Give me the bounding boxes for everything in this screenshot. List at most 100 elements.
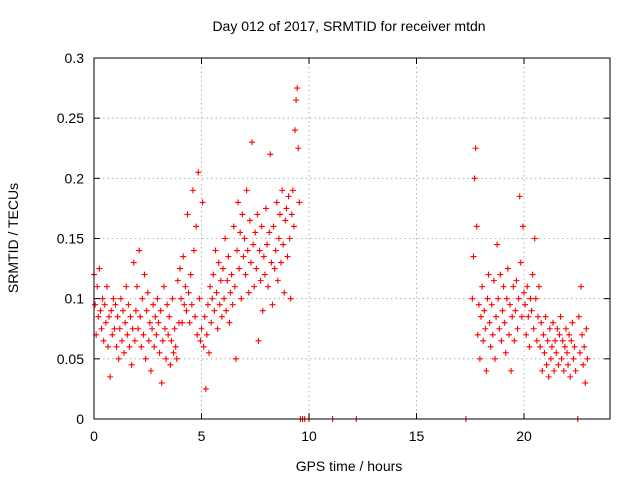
data-point: [292, 127, 299, 134]
data-point: [243, 187, 250, 194]
data-point: [288, 211, 295, 218]
data-point: [271, 265, 278, 272]
data-point: [470, 253, 477, 260]
data-point: [552, 337, 559, 344]
data-point: [484, 295, 491, 302]
data-point: [527, 295, 534, 302]
data-point: [526, 343, 533, 350]
data-point: [545, 373, 552, 380]
data-point: [128, 361, 135, 368]
data-point: [139, 295, 146, 302]
data-point: [123, 283, 130, 290]
data-point: [256, 247, 263, 254]
data-point: [525, 313, 532, 320]
data-point: [238, 295, 245, 302]
data-point: [174, 277, 181, 284]
x-tick-label: 0: [90, 428, 98, 444]
data-point: [212, 247, 219, 254]
data-point: [278, 259, 285, 266]
data-point: [233, 247, 240, 254]
data-point: [474, 331, 481, 338]
data-point: [110, 295, 117, 302]
data-point: [124, 331, 131, 338]
data-point: [553, 349, 560, 356]
data-point: [530, 325, 537, 332]
data-point: [237, 229, 244, 236]
data-point: [228, 271, 235, 278]
data-point: [145, 337, 152, 344]
data-point: [149, 325, 156, 332]
data-point: [536, 283, 543, 290]
data-point: [583, 325, 590, 332]
data-point: [98, 325, 105, 332]
data-point: [577, 283, 584, 290]
data-point: [514, 325, 521, 332]
data-point: [106, 313, 113, 320]
data-point: [582, 379, 589, 386]
data-point: [186, 319, 193, 326]
data-point: [537, 343, 544, 350]
data-point: [517, 259, 524, 266]
data-point: [502, 349, 509, 356]
data-point: [294, 85, 301, 92]
data-point: [523, 331, 530, 338]
data-point: [218, 313, 225, 320]
data-point: [100, 337, 107, 344]
data-point: [201, 313, 208, 320]
data-point: [220, 265, 226, 272]
y-tick-label: 0.2: [65, 170, 85, 186]
data-point: [283, 205, 290, 212]
y-tick-label: 0.3: [65, 50, 85, 66]
data-point: [126, 343, 133, 350]
data-point: [177, 265, 183, 272]
data-point: [116, 325, 123, 332]
y-tick-label: 0.1: [65, 291, 85, 307]
data-point: [287, 295, 294, 302]
data-point: [158, 379, 165, 386]
data-point: [532, 295, 539, 302]
data-point: [154, 295, 161, 302]
data-point: [236, 265, 243, 272]
data-point: [96, 265, 103, 272]
data-point: [534, 313, 541, 320]
data-point: [222, 235, 229, 242]
data-point: [550, 319, 557, 326]
x-tick-label: 20: [516, 428, 532, 444]
data-point: [476, 355, 483, 362]
data-point: [137, 313, 144, 320]
y-axis-label: SRMTID / TECUs: [5, 183, 21, 293]
data-point: [163, 355, 170, 362]
data-point: [513, 277, 520, 284]
data-point: [92, 301, 99, 308]
data-point: [547, 355, 554, 362]
data-point: [249, 139, 256, 146]
data-point: [528, 307, 535, 314]
data-point: [504, 265, 511, 272]
data-point: [556, 331, 563, 338]
chart-title: Day 012 of 2017, SRMTID for receiver mtd…: [212, 18, 485, 34]
data-point: [285, 193, 292, 200]
data-point: [246, 217, 253, 224]
data-point: [575, 313, 582, 320]
data-point: [215, 259, 222, 266]
data-point: [136, 247, 143, 254]
data-point: [253, 265, 260, 272]
data-point: [251, 283, 258, 290]
data-point: [250, 241, 257, 248]
data-point: [266, 229, 273, 236]
data-point: [195, 169, 202, 176]
data-point: [118, 337, 125, 344]
data-point: [529, 271, 536, 278]
data-point: [479, 283, 486, 290]
data-point: [515, 295, 522, 302]
data-point: [108, 307, 115, 314]
data-point: [97, 307, 104, 314]
data-point: [242, 271, 249, 278]
data-point: [164, 301, 171, 308]
data-point: [160, 283, 167, 290]
data-point: [501, 319, 508, 326]
data-point: [487, 343, 494, 350]
data-point: [485, 271, 492, 278]
data-point: [131, 337, 138, 344]
data-point: [541, 349, 548, 356]
